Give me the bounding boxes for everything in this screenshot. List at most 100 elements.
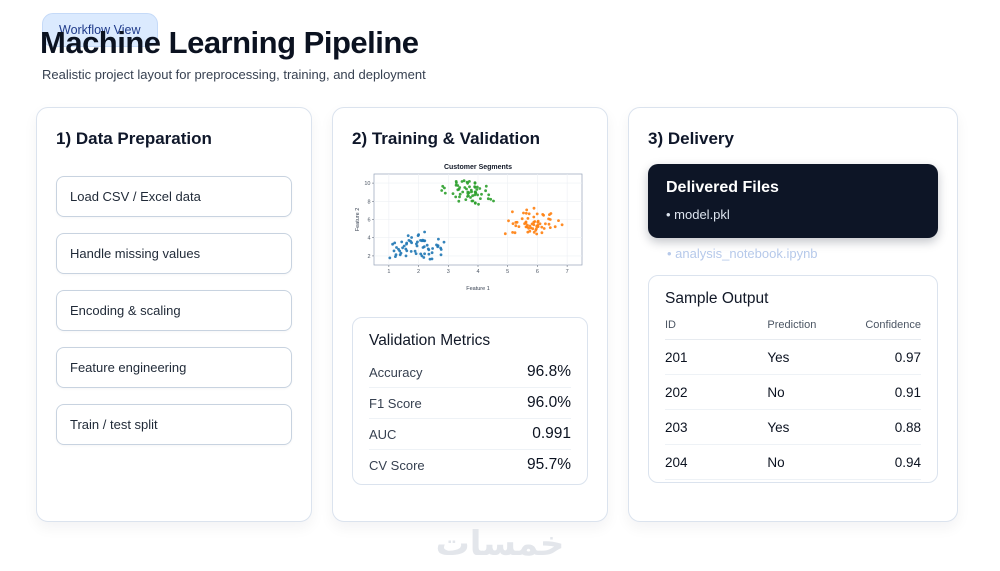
data-point bbox=[469, 196, 472, 199]
x-tick-label: 3 bbox=[447, 269, 450, 275]
data-point bbox=[484, 184, 488, 188]
data-point bbox=[442, 240, 446, 244]
data-point bbox=[527, 212, 531, 216]
output-column-header: Prediction bbox=[767, 310, 860, 340]
output-cell: Yes bbox=[767, 409, 860, 445]
output-row: 202 No 0.91 bbox=[665, 374, 921, 410]
data-point bbox=[511, 231, 514, 234]
data-point bbox=[410, 236, 413, 239]
ghost-file-item: • analysis_notebook.ipynb bbox=[667, 246, 818, 261]
output-cell: No bbox=[767, 374, 860, 410]
x-tick-label: 2 bbox=[417, 269, 420, 275]
data-point bbox=[456, 184, 460, 187]
data-point bbox=[419, 252, 423, 256]
data-point bbox=[462, 179, 466, 183]
validation-metrics-panel: Validation Metrics Accuracy 96.8% F1 Score… bbox=[352, 317, 588, 485]
x-tick-label: 4 bbox=[476, 269, 479, 275]
data-point bbox=[422, 245, 426, 249]
workflow-view-badge[interactable]: Workflow View bbox=[42, 13, 158, 47]
data-point bbox=[471, 194, 474, 198]
data-point bbox=[440, 189, 444, 192]
data-point bbox=[439, 253, 443, 257]
y-tick-label: 10 bbox=[364, 181, 370, 187]
data-point bbox=[538, 222, 542, 226]
data-point bbox=[531, 227, 535, 231]
data-point bbox=[534, 228, 538, 232]
data-point bbox=[457, 187, 461, 191]
data-point bbox=[466, 192, 470, 195]
data-point bbox=[430, 257, 434, 261]
data-point bbox=[473, 185, 477, 189]
data-point bbox=[468, 180, 471, 183]
output-row: 203 Yes 0.88 bbox=[665, 409, 921, 445]
metric-value: 96.8% bbox=[527, 363, 571, 380]
data-point bbox=[528, 229, 532, 233]
data-point bbox=[409, 250, 413, 253]
data-point bbox=[427, 252, 431, 256]
data-point bbox=[489, 197, 493, 201]
data-point bbox=[437, 237, 440, 241]
metric-row: Accuracy 96.8% bbox=[369, 357, 571, 388]
data-point bbox=[513, 231, 517, 235]
data-point bbox=[393, 241, 397, 245]
pipeline-step[interactable]: Encoding & scaling bbox=[56, 290, 292, 331]
data-point bbox=[540, 225, 544, 229]
y-tick-label: 6 bbox=[367, 218, 370, 224]
data-point bbox=[399, 251, 403, 255]
data-point bbox=[503, 232, 507, 236]
output-cell: 0.94 bbox=[859, 444, 921, 480]
page-subtitle: Realistic project layout for preprocessi… bbox=[42, 67, 426, 82]
y-axis-label: Feature 2 bbox=[355, 208, 361, 232]
metric-label: AUC bbox=[369, 426, 397, 442]
data-point bbox=[524, 220, 528, 224]
data-point bbox=[471, 199, 475, 203]
metric-label: CV Score bbox=[369, 457, 425, 473]
data-point bbox=[520, 217, 524, 221]
cluster-green bbox=[440, 179, 495, 206]
data-point bbox=[409, 239, 412, 243]
data-point bbox=[553, 225, 557, 229]
data-point bbox=[465, 180, 469, 184]
metric-label: F1 Score bbox=[369, 395, 422, 411]
y-tick-label: 2 bbox=[367, 254, 370, 260]
output-cell: Yes bbox=[767, 339, 860, 375]
data-point bbox=[470, 190, 473, 194]
data-point bbox=[526, 217, 530, 220]
output-column-header: Confidence bbox=[859, 310, 921, 340]
data-point bbox=[548, 218, 552, 221]
data-point bbox=[486, 197, 490, 201]
data-point bbox=[401, 246, 404, 250]
data-point bbox=[402, 244, 406, 248]
pipeline-step[interactable]: Load CSV / Excel data bbox=[56, 176, 292, 217]
metric-row: CV Score 95.7% bbox=[369, 450, 571, 480]
data-point bbox=[423, 230, 426, 234]
pipeline-step[interactable]: Train / test split bbox=[56, 404, 292, 445]
pipeline-step[interactable]: Handle missing values bbox=[56, 233, 292, 274]
data-point bbox=[388, 256, 392, 260]
sample-output-panel: Sample Output ID Prediction Confidence 201… bbox=[648, 275, 938, 483]
x-tick-label: 6 bbox=[536, 269, 539, 275]
data-point bbox=[451, 192, 455, 195]
data-point bbox=[422, 239, 426, 243]
pipeline-cards: 1) Data Preparation Load CSV / Excel dat… bbox=[36, 107, 958, 522]
data-point bbox=[400, 240, 404, 244]
card-title-delivery: 3) Delivery bbox=[648, 129, 734, 148]
data-point bbox=[436, 244, 440, 248]
data-point bbox=[413, 249, 417, 253]
y-tick-label: 4 bbox=[367, 236, 370, 242]
x-tick-label: 1 bbox=[387, 269, 390, 275]
data-point bbox=[528, 224, 532, 228]
data-point bbox=[540, 231, 544, 235]
card-training-validation: 2) Training & Validation 1 2 3 4 5 6 7 2 4 6 8 10 Cu… bbox=[332, 107, 608, 522]
x-tick-label: 5 bbox=[506, 269, 509, 275]
data-point bbox=[427, 248, 431, 252]
data-point bbox=[430, 251, 434, 255]
validation-metrics-title: Validation Metrics bbox=[369, 332, 491, 349]
cluster-orange bbox=[503, 206, 564, 236]
data-point bbox=[477, 202, 480, 206]
data-point bbox=[557, 219, 560, 222]
data-point bbox=[404, 254, 408, 258]
pipeline-step[interactable]: Feature engineering bbox=[56, 347, 292, 388]
metric-value: 95.7% bbox=[527, 456, 571, 473]
data-point bbox=[457, 199, 461, 203]
